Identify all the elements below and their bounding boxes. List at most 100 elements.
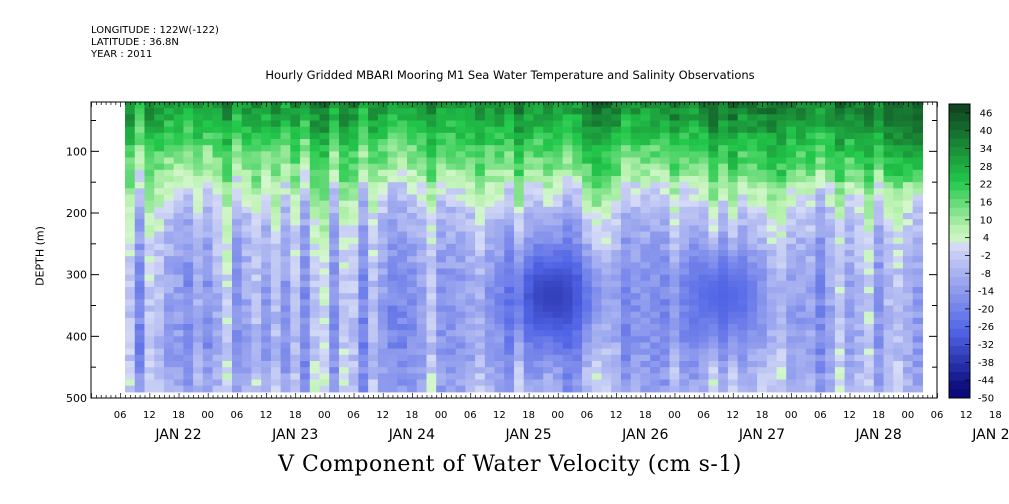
heatmap-cell: [543, 330, 554, 337]
heatmap-cell: [212, 324, 223, 331]
heatmap-cell: [368, 299, 379, 307]
heatmap-cell: [270, 176, 282, 183]
heatmap-cell: [669, 188, 680, 196]
heatmap-cell: [747, 293, 758, 300]
heatmap-cell: [290, 250, 301, 257]
heatmap-cell: [358, 151, 369, 159]
heatmap-cell: [163, 354, 175, 362]
heatmap-cell: [465, 163, 476, 171]
heatmap-cell: [154, 299, 165, 307]
heatmap-cell: [183, 311, 194, 319]
heatmap-cell: [737, 274, 748, 282]
heatmap-cell: [368, 293, 379, 300]
heatmap-cell: [270, 157, 282, 165]
heatmap-cell: [533, 250, 544, 257]
colorbar-swatch: [949, 389, 970, 399]
heatmap-cell: [834, 354, 846, 362]
heatmap-cell: [650, 225, 661, 233]
heatmap-cell: [815, 311, 826, 319]
heatmap-cell: [222, 200, 233, 208]
heatmap-cell: [232, 176, 243, 183]
heatmap-cell: [494, 237, 505, 245]
heatmap-cell: [397, 157, 408, 165]
heatmap-cell: [193, 373, 204, 381]
heatmap-cell: [533, 126, 544, 134]
heatmap-cell: [902, 274, 914, 282]
heatmap-cell: [864, 194, 875, 202]
heatmap-cell: [562, 317, 573, 325]
heatmap-cell: [377, 145, 389, 152]
heatmap-cell: [134, 354, 146, 362]
heatmap-cell: [173, 367, 184, 374]
heatmap-cell: [251, 169, 262, 177]
heatmap-cell: [805, 262, 817, 270]
heatmap-cell: [202, 348, 214, 356]
heatmap-cell: [718, 373, 729, 381]
heatmap-cell: [815, 243, 826, 251]
heatmap-cell: [864, 243, 875, 251]
heatmap-cell: [484, 206, 496, 214]
heatmap-cell: [883, 237, 894, 245]
heatmap-cell: [727, 299, 739, 307]
heatmap-cell: [640, 311, 651, 319]
heatmap-cell: [125, 108, 136, 115]
heatmap-cell: [659, 268, 671, 276]
heatmap-cell: [854, 385, 865, 393]
heatmap-cell: [523, 243, 535, 251]
heatmap-cell: [163, 317, 175, 325]
heatmap-cell: [426, 145, 437, 152]
heatmap-cell: [718, 151, 729, 159]
heatmap-cell: [232, 200, 243, 208]
heatmap-cell: [737, 213, 748, 220]
heatmap-cell: [572, 231, 583, 239]
heatmap-cell: [193, 268, 204, 276]
heatmap-cell: [426, 243, 437, 251]
heatmap-cell: [757, 194, 768, 202]
heatmap-cell: [689, 182, 700, 189]
heatmap-cell: [144, 262, 155, 270]
heatmap-cell: [193, 361, 204, 368]
heatmap-cell: [844, 293, 855, 300]
heatmap-cell: [582, 200, 593, 208]
heatmap-cell: [757, 317, 768, 325]
heatmap-cell: [796, 268, 807, 276]
heatmap-cell: [465, 225, 476, 233]
heatmap-cell: [125, 213, 136, 220]
heatmap-cell: [776, 299, 787, 307]
heatmap-cell: [329, 139, 340, 146]
heatmap-cell: [232, 151, 243, 159]
heatmap-cell: [601, 348, 612, 356]
heatmap-cell: [873, 287, 885, 294]
heatmap-cell: [766, 324, 778, 331]
heatmap-cell: [893, 256, 904, 263]
heatmap-cell: [222, 206, 233, 214]
heatmap-cell: [232, 237, 243, 245]
heatmap-cell: [591, 139, 603, 146]
heatmap-cell: [387, 139, 398, 146]
heatmap-cell: [747, 385, 758, 393]
heatmap-cell: [883, 317, 894, 325]
heatmap-cell: [319, 287, 330, 294]
heatmap-cell: [533, 330, 544, 337]
heatmap-cell: [523, 132, 535, 140]
heatmap-cell: [620, 151, 632, 159]
heatmap-cell: [747, 311, 758, 319]
heatmap-cell: [805, 225, 817, 233]
heatmap-cell: [815, 379, 826, 387]
heatmap-cell: [465, 348, 476, 356]
heatmap-cell: [757, 182, 768, 189]
heatmap-cell: [280, 182, 291, 189]
heatmap-cell: [222, 348, 233, 356]
heatmap-cell: [173, 188, 184, 196]
heatmap-cell: [465, 342, 476, 350]
heatmap-cell: [659, 243, 671, 251]
heatmap-cell: [659, 256, 671, 263]
heatmap-cell: [834, 299, 846, 307]
heatmap-cell: [591, 336, 603, 344]
heatmap-cell: [718, 145, 729, 152]
heatmap-cell: [854, 361, 865, 368]
heatmap-cell: [193, 176, 204, 183]
heatmap-cell: [397, 132, 408, 140]
heatmap-cell: [834, 262, 846, 270]
